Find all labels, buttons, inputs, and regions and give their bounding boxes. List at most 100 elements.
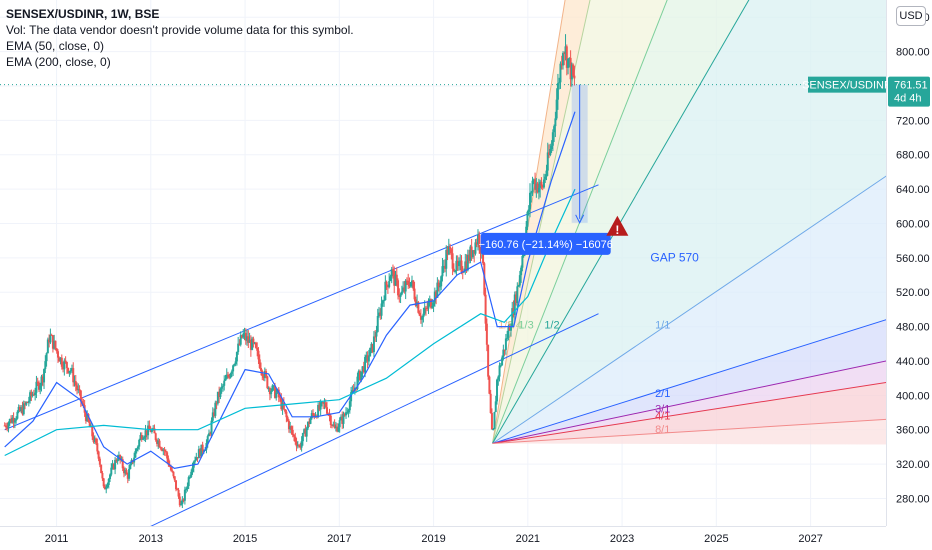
price-tick-label: 680.00 xyxy=(896,150,930,162)
candle-body xyxy=(379,312,382,316)
candle-body xyxy=(150,429,153,432)
candle-body xyxy=(232,365,235,372)
price-tag-bg[interactable] xyxy=(888,76,930,107)
fan-ray-1-3[interactable] xyxy=(492,0,932,444)
candle-body xyxy=(196,457,199,459)
candle-body xyxy=(449,246,452,250)
symbol-tag-bg[interactable] xyxy=(808,76,886,93)
candle-body xyxy=(308,421,311,424)
time-tick-label: 2021 xyxy=(516,533,540,545)
candle-body xyxy=(329,415,332,425)
candle-body xyxy=(244,333,247,341)
candle-body xyxy=(460,260,463,273)
candle-body xyxy=(284,409,287,412)
candle-body xyxy=(17,407,20,412)
candle-body xyxy=(263,371,266,378)
candle-body xyxy=(508,327,511,331)
gann-fan[interactable]: 1/81/41/3 1/2 1/12/13/14/18/1 xyxy=(491,0,932,451)
fan-ray-1-2[interactable] xyxy=(492,0,932,444)
candle-body xyxy=(555,99,558,119)
last-price-label: 761.51 xyxy=(894,80,928,92)
candle-body xyxy=(437,282,440,287)
candle-body xyxy=(35,381,38,393)
candle-body xyxy=(100,464,103,474)
candle-body xyxy=(109,474,112,480)
symbol-title[interactable]: SENSEX/USDINR, 1W, BSE xyxy=(6,7,160,21)
drawing-overlays[interactable]: −160.76 (−21.14%) −16076! GAP 570 xyxy=(0,84,886,265)
price-axis[interactable]: 280.00 320.00 360.00 400.00 440.00 480.00 520.… xyxy=(802,0,932,550)
ema-50-line xyxy=(4,111,576,470)
ema-50-legend[interactable]: EMA (50, close, 0) xyxy=(6,39,105,53)
candle-body xyxy=(488,376,491,394)
candle-body xyxy=(568,57,571,59)
candle-body xyxy=(39,385,42,390)
candle-body xyxy=(362,366,365,373)
candle-body xyxy=(167,458,170,465)
candle-body xyxy=(211,412,214,421)
channel-upper-line[interactable] xyxy=(4,184,599,431)
candle-body xyxy=(397,280,400,296)
candle-body xyxy=(479,247,482,254)
candle-body xyxy=(101,473,104,479)
time-tick-label: 2011 xyxy=(45,533,69,545)
candle-body xyxy=(186,486,189,489)
candle-body xyxy=(457,261,460,267)
fan-ray-2-1[interactable] xyxy=(492,0,932,444)
candle-body xyxy=(107,479,110,486)
candle-body xyxy=(485,323,488,345)
candle-body xyxy=(246,336,249,341)
candle-body xyxy=(48,339,51,343)
candle-body xyxy=(30,392,33,396)
candle-body xyxy=(370,343,373,348)
candle-body xyxy=(475,242,478,245)
candle-body xyxy=(320,401,323,403)
time-axis[interactable]: 2011 2013 2015 2017 2019 2021 2023 2025 2027 xyxy=(0,526,932,550)
candle-body xyxy=(215,402,218,404)
chart-legend: SENSEX/USDINR, 1W, BSE Vol: The data ven… xyxy=(6,6,354,70)
ema-200-legend[interactable]: EMA (200, close, 0) xyxy=(6,55,111,69)
candle-body xyxy=(182,499,185,501)
candle-body xyxy=(492,429,495,431)
candle-body xyxy=(230,371,233,374)
candle-body xyxy=(371,343,374,352)
candle-body xyxy=(117,455,120,460)
candle-body xyxy=(69,370,72,372)
channel-lower-line[interactable] xyxy=(122,313,599,541)
candle-body xyxy=(478,234,481,248)
candle-body xyxy=(206,436,209,444)
candle-body xyxy=(62,366,65,370)
measure-label-bg[interactable] xyxy=(480,232,611,255)
candle-body xyxy=(178,496,181,506)
candle-body xyxy=(45,353,48,362)
candle-body xyxy=(180,504,183,506)
candle-body xyxy=(499,365,502,367)
candle-body xyxy=(238,343,241,345)
fan-ray-4-1[interactable] xyxy=(492,199,932,444)
candle-body xyxy=(393,270,396,286)
candle-body xyxy=(347,410,350,413)
fan-ray-8-1[interactable] xyxy=(492,347,932,444)
candle-body xyxy=(498,365,501,377)
fan-ray-3-1[interactable] xyxy=(492,113,932,444)
trend-channel[interactable] xyxy=(4,184,599,541)
candle-body xyxy=(298,445,301,447)
candle-body xyxy=(470,246,473,258)
candle-body xyxy=(114,459,117,470)
price-tick-label: 640.00 xyxy=(896,184,930,196)
candle-body xyxy=(78,389,81,391)
fan-label-1-3: 1/3 xyxy=(518,319,533,331)
currency-button[interactable]: USD xyxy=(896,6,926,26)
candle-body xyxy=(544,176,547,180)
candle-body xyxy=(365,355,368,358)
fan-ray-1-8[interactable] xyxy=(491,0,794,444)
candle-body xyxy=(161,448,164,451)
warning-icon[interactable] xyxy=(606,215,629,236)
fan-ray-1-4[interactable] xyxy=(491,0,897,444)
candle-body xyxy=(195,457,198,461)
fan-ray-1-1[interactable] xyxy=(492,0,932,444)
candle-body xyxy=(537,187,540,193)
measure-arrow-head xyxy=(575,214,585,224)
candle-body xyxy=(445,249,448,269)
candle-body xyxy=(106,485,109,488)
